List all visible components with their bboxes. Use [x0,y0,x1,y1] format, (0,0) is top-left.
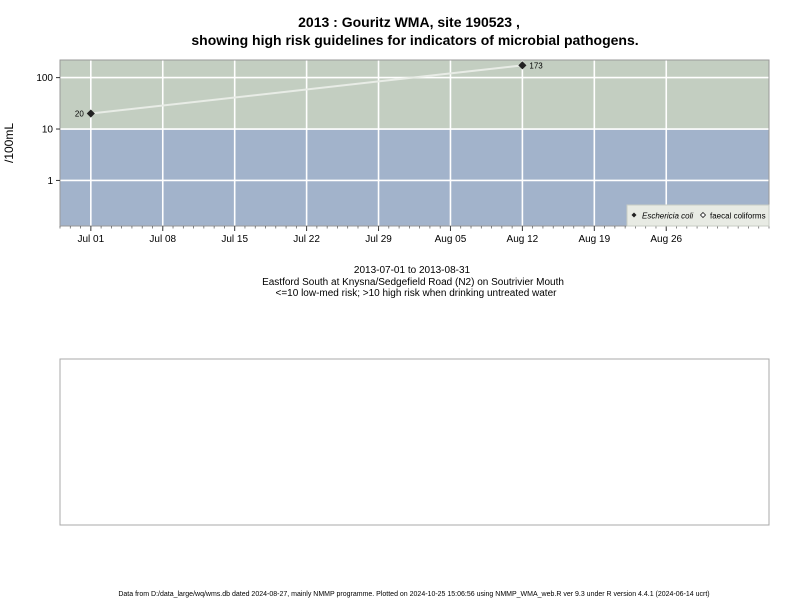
series-line [90,64,523,115]
legend-ecoli-marker [631,212,637,218]
empty-lower-panel [59,358,770,526]
y-axis-label: /100mL [2,123,16,163]
chart-title-line1: 2013 : Gouritz WMA, site 190523 , [298,14,520,30]
y-tick-label: 1 [47,176,53,187]
footer-note: Data from D:/data_large/wq/wms.db dated … [118,591,709,598]
caption-risk-note: <=10 low-med risk; >10 high risk when dr… [276,288,558,299]
y-axis: 1 10 100 [36,73,60,187]
data-point [518,61,527,70]
y-tick-label: 100 [36,73,53,84]
legend-box [626,204,770,227]
legend-faecal-label: faecal coliforms [710,212,766,221]
chart-title-line2: showing high risk guidelines for indicat… [191,32,638,48]
legend-ecoli-label: Eschericia coli [642,212,693,221]
high-risk-band [60,60,769,130]
x-tick-label: Jul 08 [149,234,176,245]
data-label: 20 [75,110,84,119]
caption-date-range: 2013-07-01 to 2013-08-31 [354,265,471,276]
x-tick-label: Aug 26 [650,234,682,245]
x-tick-label: Aug 19 [578,234,610,245]
x-tick-label: Jul 22 [293,234,320,245]
data-label: 173 [529,61,543,70]
x-tick-label: Jul 29 [365,234,392,245]
x-tick-label: Jul 15 [221,234,248,245]
caption-site-description: Eastford South at Knysna/Sedgefield Road… [262,277,564,288]
data-point [86,109,95,118]
legend: Eschericia coli faecal coliforms [626,204,770,227]
x-tick-label: Aug 05 [435,234,467,245]
legend-faecal-marker [699,211,707,219]
series-layer: 20 173 [75,61,543,119]
plot-frame [59,59,770,227]
x-axis: Jul 01 Jul 08 Jul 15 Jul 22 Jul 29 Aug 05 Aug … [59,226,770,245]
y-tick-label: 10 [42,125,54,136]
x-tick-label: Jul 01 [77,234,104,245]
x-tick-label: Aug 12 [507,234,539,245]
